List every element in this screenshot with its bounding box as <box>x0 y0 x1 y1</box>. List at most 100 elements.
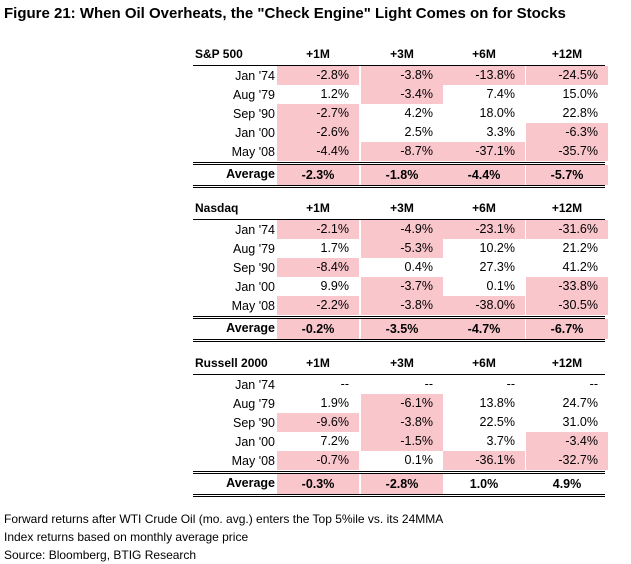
column-header: +6M <box>472 356 496 370</box>
return-cell: -0.7% <box>277 451 359 470</box>
row-date-label: Jan '74 <box>235 69 275 83</box>
return-cell: 24.7% <box>526 394 608 413</box>
average-value: 1.0% <box>469 477 499 491</box>
return-value: -0.7% <box>316 453 349 467</box>
return-value: 22.5% <box>479 415 515 429</box>
row-date-label: Jan '74 <box>235 223 275 237</box>
return-value: 24.7% <box>562 396 598 410</box>
table-header: Russell 2000 +1M +3M +6M +12M <box>193 352 605 375</box>
average-label: Average <box>226 321 275 335</box>
return-cell: 7.4% <box>443 85 525 104</box>
average-value: -1.8% <box>385 168 419 182</box>
return-value: -2.8% <box>316 68 349 82</box>
table-row: Jan '74 -2.1% -4.9% -23.1% -31.6% <box>193 220 608 239</box>
return-cell: -- <box>526 375 608 394</box>
table-row: Sep '90 -2.7% 4.2% 18.0% 22.8% <box>193 104 605 123</box>
return-value: -13.8% <box>475 68 515 82</box>
return-value: -2.1% <box>316 222 349 236</box>
return-cell: -3.8% <box>361 413 443 432</box>
return-value: 1.7% <box>320 241 350 255</box>
return-value: -- <box>340 377 349 391</box>
return-cell: -31.6% <box>526 220 608 239</box>
return-value: -3.4% <box>565 434 598 448</box>
row-date-label: May '08 <box>231 145 275 159</box>
average-cell: -2.3% <box>277 165 359 185</box>
table-row: May '08 -2.2% -3.8% -38.0% -30.5% <box>193 296 608 315</box>
column-header: +1M <box>306 47 330 61</box>
returns-table: Nasdaq +1M +3M +6M +12M Jan '74 -2.1% -4.9% -23.… <box>193 197 608 342</box>
return-cell: -- <box>277 375 359 394</box>
return-cell: 3.3% <box>443 123 525 142</box>
return-value: -6.3% <box>565 125 598 139</box>
return-cell: -2.1% <box>277 220 359 239</box>
return-cell: 1.9% <box>277 394 359 413</box>
average-cell: -4.4% <box>443 165 525 185</box>
average-cell: -1.8% <box>361 165 443 185</box>
average-row: Average -0.3% -2.8% 1.0% 4.9% <box>193 471 605 497</box>
return-value: 7.2% <box>320 434 350 448</box>
row-date-label: Jan '00 <box>235 126 275 140</box>
return-value: -3.8% <box>400 68 433 82</box>
return-value: -33.8% <box>558 279 598 293</box>
return-cell: -23.1% <box>443 220 525 239</box>
return-value: -2.6% <box>316 125 349 139</box>
column-header: +3M <box>390 47 414 61</box>
row-date-label: Aug '79 <box>232 88 275 102</box>
return-cell: 2.5% <box>361 123 443 142</box>
row-date-label: Jan '00 <box>235 435 275 449</box>
table-row: Aug '79 1.7% -5.3% 10.2% 21.2% <box>193 239 605 258</box>
row-date-label: Aug '79 <box>232 242 275 256</box>
average-value: -2.3% <box>301 168 335 182</box>
row-date-label: Sep '90 <box>232 107 275 121</box>
return-value: 1.2% <box>320 87 350 101</box>
average-value: -4.4% <box>467 168 501 182</box>
return-value: -23.1% <box>475 222 515 236</box>
returns-table: Russell 2000 +1M +3M +6M +12M Jan '74 -- -- -- --… <box>193 352 608 497</box>
return-value: 22.8% <box>562 106 598 120</box>
return-value: -3.7% <box>400 279 433 293</box>
table-row: Sep '90 -9.6% -3.8% 22.5% 31.0% <box>193 413 605 432</box>
return-cell: -4.4% <box>277 142 359 161</box>
table-row: Jan '74 -- -- -- -- <box>193 375 605 394</box>
average-label: Average <box>226 167 275 181</box>
return-cell: -3.7% <box>361 277 443 296</box>
return-cell: -4.9% <box>361 220 443 239</box>
average-cell: -5.7% <box>526 165 608 185</box>
return-value: -4.4% <box>316 144 349 158</box>
return-value: 3.7% <box>486 434 516 448</box>
return-value: 18.0% <box>479 106 515 120</box>
average-cell: 1.0% <box>443 474 525 494</box>
return-value: -31.6% <box>558 222 598 236</box>
return-cell: 0.4% <box>361 258 443 277</box>
return-value: -5.3% <box>400 241 433 255</box>
return-cell: -- <box>443 375 525 394</box>
row-date-label: Sep '90 <box>232 416 275 430</box>
return-value: -- <box>424 377 433 391</box>
return-value: -35.7% <box>558 144 598 158</box>
average-cell: -3.5% <box>361 319 443 339</box>
return-cell: -8.7% <box>361 142 443 161</box>
return-cell: 31.0% <box>526 413 608 432</box>
return-value: -30.5% <box>558 298 598 312</box>
average-value: -6.7% <box>550 322 584 336</box>
average-label: Average <box>226 476 275 490</box>
return-cell: -5.3% <box>361 239 443 258</box>
row-date-label: May '08 <box>231 299 275 313</box>
average-cell: 4.9% <box>526 474 608 494</box>
return-cell: -8.4% <box>277 258 359 277</box>
average-cell: -0.3% <box>277 474 359 494</box>
return-cell: 4.2% <box>361 104 443 123</box>
row-date-label: Sep '90 <box>232 261 275 275</box>
table-row: Aug '79 1.9% -6.1% 13.8% 24.7% <box>193 394 605 413</box>
return-cell: -6.1% <box>361 394 443 413</box>
table-row: Sep '90 -8.4% 0.4% 27.3% 41.2% <box>193 258 605 277</box>
average-value: -5.7% <box>550 168 584 182</box>
return-cell: 3.7% <box>443 432 525 451</box>
return-value: -32.7% <box>558 453 598 467</box>
return-value: -37.1% <box>475 144 515 158</box>
return-cell: 22.5% <box>443 413 525 432</box>
return-cell: 18.0% <box>443 104 525 123</box>
average-cell: -2.8% <box>361 474 443 494</box>
return-value: 41.2% <box>562 260 598 274</box>
footnote-method: Forward returns after WTI Crude Oil (mo.… <box>4 512 444 526</box>
